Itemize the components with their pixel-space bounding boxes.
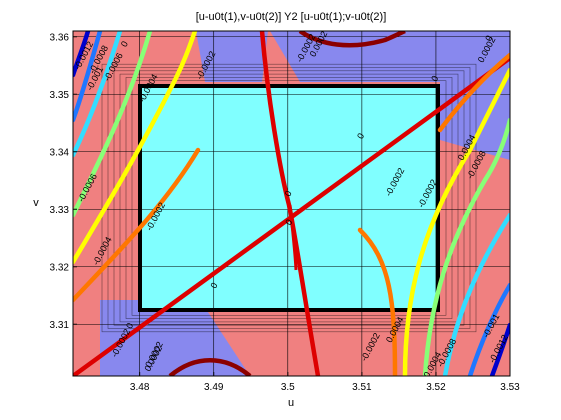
contour-line — [73, 31, 103, 123]
contour-line — [168, 358, 252, 376]
x-axis-ticks: 3.48 3.49 3.5 3.51 3.52 3.53 — [130, 372, 520, 393]
step-band — [113, 70, 465, 326]
contour-line — [73, 147, 201, 303]
y-tick-label: 3.36 — [50, 32, 70, 43]
region-negative-left — [100, 300, 140, 376]
plot-area: 00000000-0.0002-0.0002-0.0002-0.00020.00… — [73, 31, 510, 376]
contour-line — [442, 212, 510, 376]
grid-lines — [73, 31, 510, 376]
y-tick-label: 3.34 — [50, 147, 70, 158]
step-band — [119, 73, 459, 323]
contour-line — [489, 322, 510, 376]
contour-line — [467, 282, 510, 376]
contour-line — [437, 52, 510, 133]
contour-line — [422, 117, 510, 376]
x-tick-label: 3.5 — [281, 382, 295, 393]
contour-line — [259, 31, 321, 376]
contour-line — [288, 204, 298, 271]
x-tick-label: 3.49 — [204, 382, 224, 393]
step-band — [107, 67, 471, 329]
contour-label: 0 — [355, 131, 366, 140]
contour-label: 0 — [283, 189, 294, 198]
chart-title: [u-u0t(1),v-u0t(2)] Y2 [u-u0t(1);v-u0t(2… — [196, 11, 387, 23]
contour-line — [357, 227, 398, 376]
contour-line — [298, 31, 406, 48]
x-tick-label: 3.53 — [500, 382, 520, 393]
x-axis-label: u — [288, 397, 294, 409]
contour-lines — [73, 31, 510, 376]
y-tick-label: 3.35 — [50, 90, 70, 101]
y-tick-label: 3.32 — [50, 262, 70, 273]
contour-line — [73, 31, 123, 158]
contour-label: 0 — [208, 281, 219, 290]
x-tick-label: 3.52 — [426, 382, 446, 393]
contour-line — [402, 67, 510, 376]
y-axis-label: v — [33, 197, 39, 209]
contour-label: 0 — [124, 321, 135, 330]
contour-label: 0 — [483, 34, 494, 43]
x-tick-label: 3.51 — [352, 382, 372, 393]
contour-line — [73, 31, 153, 218]
step-band — [125, 77, 453, 319]
region-negative-bottom-left — [140, 300, 250, 376]
y-axis-ticks: 3.31 3.32 3.33 3.34 3.35 3.36 — [50, 32, 77, 331]
x-tick-label: 3.48 — [130, 382, 150, 393]
contour-line — [73, 31, 198, 265]
y-tick-label: 3.31 — [50, 320, 70, 331]
axes-frame — [72, 30, 511, 377]
y-tick-label: 3.33 — [50, 205, 70, 216]
contour-label: 0 — [283, 218, 294, 227]
contour-label: 0 — [429, 74, 440, 83]
region-negative-right — [440, 50, 510, 160]
contour-line — [73, 31, 91, 78]
contour-label: 0 — [119, 39, 130, 48]
